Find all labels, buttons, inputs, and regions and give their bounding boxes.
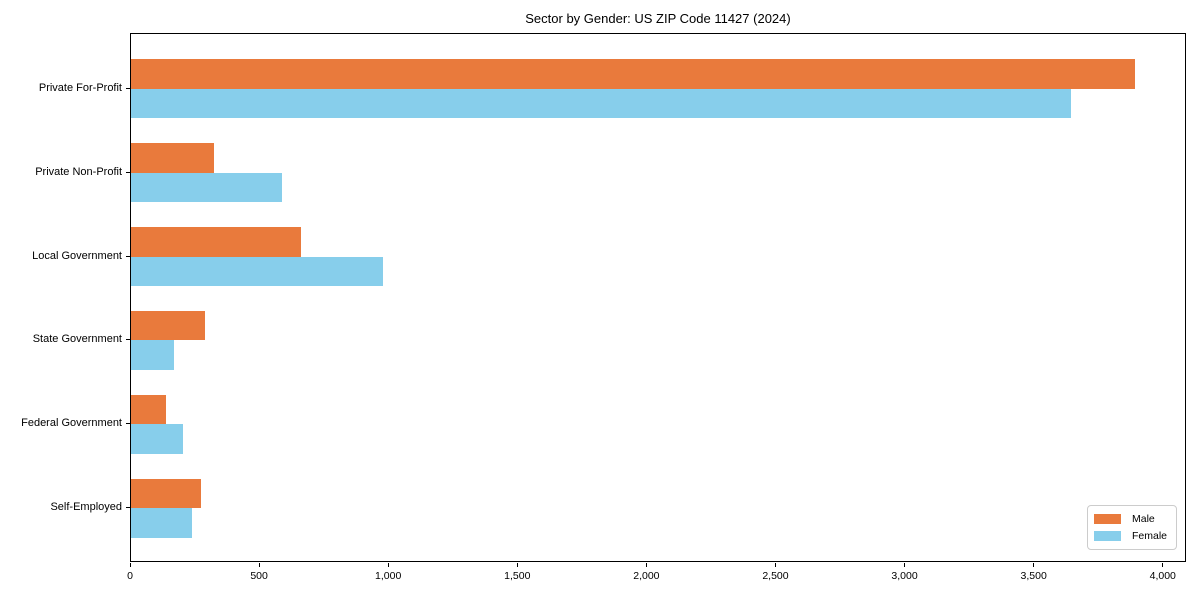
y-tick-label: Private For-Profit — [38, 81, 122, 94]
x-tick-mark — [258, 563, 260, 567]
legend: Male Female — [1086, 505, 1177, 550]
bar-female-self-employed — [131, 508, 192, 538]
x-tick-mark — [645, 563, 647, 567]
bar-female-private-non-profit — [131, 172, 283, 202]
legend-swatch-female — [1093, 531, 1121, 541]
y-tick-label: Self-Employed — [50, 501, 122, 514]
x-tick-label: 3,500 — [1020, 570, 1047, 582]
legend-swatch-male — [1093, 514, 1121, 524]
bar-female-state-government — [131, 340, 174, 370]
y-tick-mark — [126, 255, 130, 257]
x-tick-label: 2,000 — [633, 570, 660, 582]
bar-male-local-government — [131, 227, 302, 257]
y-tick-label: State Government — [32, 333, 122, 346]
x-tick-mark — [387, 563, 389, 567]
bar-male-private-for-profit — [131, 59, 1136, 89]
x-tick-label: 1,500 — [504, 570, 531, 582]
bar-female-federal-government — [131, 424, 183, 454]
y-tick-mark — [126, 171, 130, 173]
legend-item-male: Male — [1093, 513, 1167, 525]
legend-label-male: Male — [1131, 513, 1155, 525]
x-tick-label: 3,000 — [891, 570, 918, 582]
y-tick-label: Local Government — [32, 249, 122, 262]
plot-area: Male Female — [130, 33, 1186, 562]
x-tick-label: 1,000 — [375, 570, 402, 582]
x-tick-label: 0 — [127, 570, 133, 582]
x-tick-mark — [129, 563, 131, 567]
x-tick-mark — [1162, 563, 1164, 567]
x-tick-mark — [516, 563, 518, 567]
bar-male-federal-government — [131, 395, 166, 425]
bar-male-self-employed — [131, 479, 201, 509]
chart-title: Sector by Gender: US ZIP Code 11427 (202… — [525, 11, 791, 26]
legend-item-female: Female — [1093, 530, 1167, 542]
bar-female-local-government — [131, 256, 383, 286]
x-tick-label: 2,500 — [762, 570, 789, 582]
x-tick-mark — [774, 563, 776, 567]
legend-label-female: Female — [1131, 530, 1167, 542]
x-tick-mark — [904, 563, 906, 567]
y-tick-label: Private Non-Profit — [35, 165, 122, 178]
x-tick-mark — [1033, 563, 1035, 567]
y-tick-mark — [126, 339, 130, 341]
bar-male-state-government — [131, 311, 205, 341]
y-tick-label: Federal Government — [21, 417, 122, 430]
bar-male-private-non-profit — [131, 143, 214, 173]
y-tick-mark — [126, 423, 130, 425]
x-tick-label: 4,000 — [1149, 570, 1176, 582]
y-tick-mark — [126, 507, 130, 509]
bar-female-private-for-profit — [131, 88, 1071, 118]
x-tick-label: 500 — [250, 570, 268, 582]
y-tick-mark — [126, 87, 130, 89]
